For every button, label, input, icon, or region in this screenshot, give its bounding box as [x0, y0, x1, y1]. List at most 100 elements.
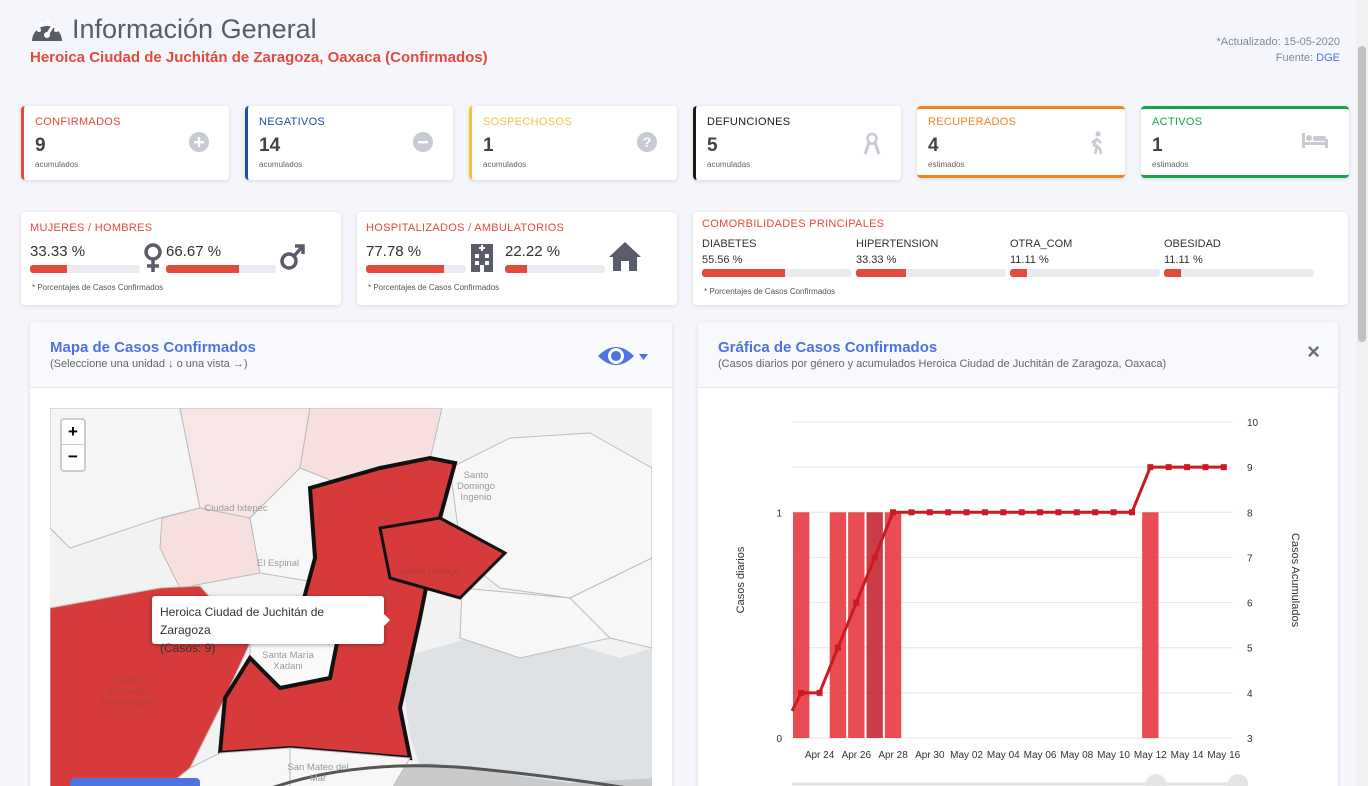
cumulative-cases-point: [816, 689, 823, 696]
cumulative-cases-point: [908, 509, 915, 516]
y2-axis-title: Casos Acumulados: [1289, 533, 1301, 628]
hospitalized-percent: 77.78 %: [366, 243, 422, 260]
cumulative-cases-point: [1202, 464, 1209, 471]
comorbidity-percent: 33.33 %: [856, 254, 897, 266]
stat-value: 4: [928, 135, 939, 156]
map-card-title: Mapa de Casos Confirmados: [50, 339, 256, 356]
cumulative-cases-point: [1220, 464, 1227, 471]
x-tick-label: May 08: [1060, 750, 1093, 761]
stat-card-defunciones[interactable]: DEFUNCIONES 5 acumuladas: [693, 106, 901, 180]
cumulative-cases-point: [798, 689, 805, 696]
stat-label: CONFIRMADOS: [35, 116, 121, 128]
comorbidity-bar: [1164, 269, 1314, 277]
x-tick-label: May 02: [950, 750, 983, 761]
comorbidity-bar: [702, 269, 852, 277]
x-tick-label: May 14: [1171, 750, 1204, 761]
stat-card-confirmados[interactable]: CONFIRMADOS 9 acumulados: [21, 106, 229, 180]
stat-label: DEFUNCIONES: [707, 116, 791, 128]
cumulative-cases-point: [1073, 509, 1080, 516]
house-icon: [609, 242, 641, 271]
gender-title: MUJERES / HOMBRES: [30, 222, 153, 234]
comorbidity-percent: 55.56 %: [702, 254, 743, 266]
right-tick-label: 4: [1247, 689, 1253, 700]
hospitalized-bar: [366, 265, 466, 273]
cumulative-cases-point: [1147, 464, 1154, 471]
cumulative-cases-point: [834, 644, 841, 651]
zoom-in-button[interactable]: +: [62, 420, 84, 445]
cumulative-cases-point: [1018, 509, 1025, 516]
comorbidity-percent: 11.11 %: [1010, 254, 1049, 266]
cumulative-cases-point: [1037, 509, 1044, 516]
stat-label: ACTIVOS: [1152, 116, 1203, 128]
women-bar: [30, 265, 140, 273]
x-tick-label: May 16: [1207, 750, 1240, 761]
walking-icon: [1089, 131, 1105, 160]
cumulative-cases-point: [1000, 509, 1007, 516]
map-label-san-mateo: San Mateo del Mar: [287, 762, 348, 784]
stat-unit: acumulados: [259, 160, 303, 169]
zoom-out-button[interactable]: −: [68, 447, 78, 466]
map-view[interactable]: Santo Domingo Ingenio Ciudad Ixtepec El Es…: [50, 408, 652, 786]
gender-panel: MUJERES / HOMBRES 33.33 % 66.67 % * Porc…: [21, 212, 341, 305]
male-icon: [280, 244, 305, 270]
cumulative-cases-point: [890, 509, 897, 516]
x-tick-label: May 10: [1097, 750, 1130, 761]
comorbidities-panel: COMORBILIDADES PRINCIPALES DIABETES 55.56…: [693, 212, 1348, 305]
source-label: Fuente:: [1275, 52, 1314, 64]
stat-label: NEGATIVOS: [259, 116, 326, 128]
comorbidities-title: COMORBILIDADES PRINCIPALES: [702, 218, 885, 230]
map-label-ixtepec: Ciudad Ixtepec: [204, 503, 268, 514]
stat-value: 5: [707, 135, 718, 156]
source-link[interactable]: DGE: [1316, 52, 1340, 64]
right-tick-label: 7: [1247, 553, 1253, 564]
stat-unit: estimados: [928, 160, 965, 169]
comorbidities-footnote: * Porcentajes de Casos Confirmados: [704, 287, 836, 296]
bed-icon: [1301, 131, 1329, 154]
page-scrollbar[interactable]: [1356, 0, 1368, 786]
caret-down-icon: [639, 354, 648, 360]
daily-cases-bar: [884, 512, 902, 738]
tooltip-cases: (Casos: 9): [160, 641, 216, 655]
comorbidity-percent: 11.11 %: [1164, 254, 1203, 266]
x-tick-label: Apr 24: [805, 750, 835, 761]
left-tick-label: 1: [776, 508, 782, 519]
scrollbar-thumb[interactable]: [1358, 46, 1366, 342]
close-button[interactable]: ×: [1307, 339, 1320, 364]
chart-card: Gráfica de Casos Confirmados (Casos diar…: [698, 322, 1338, 786]
minus-circle-icon: [413, 132, 433, 157]
eye-icon: [598, 347, 634, 365]
stat-card-negativos[interactable]: NEGATIVOS 14 acumulados: [245, 106, 453, 180]
comorbidity-label: HIPERTENSION: [856, 238, 939, 250]
chart-card-title: Gráfica de Casos Confirmados: [718, 339, 938, 356]
cumulative-cases-point: [1110, 509, 1117, 516]
x-tick-label: Apr 26: [842, 750, 872, 761]
hospital-icon: [471, 244, 493, 272]
chart-card-subtitle: (Casos diarios por género y acumulados H…: [718, 358, 1167, 370]
right-tick-label: 5: [1247, 644, 1253, 655]
cumulative-cases-point: [1128, 509, 1135, 516]
cumulative-cases-point: [853, 599, 860, 606]
map-legend-tab[interactable]: [70, 778, 200, 786]
stat-card-sospechosos[interactable]: SOSPECHOSOS 1 acumulados?: [469, 106, 677, 180]
map-label-union-hidalgo: Unión Hidalgo: [400, 566, 460, 577]
zoom-control: + −: [60, 418, 86, 472]
daily-cases-bar: [793, 512, 810, 738]
x-tick-label: Apr 28: [878, 750, 908, 761]
cumulative-cases-point: [981, 509, 988, 516]
cumulative-cases-point: [963, 509, 970, 516]
x-tick-label: May 12: [1134, 750, 1167, 761]
stat-value: 14: [259, 135, 281, 156]
chart-card-header: Gráfica de Casos Confirmados (Casos diar…: [698, 322, 1338, 388]
dashboard-gauge-icon: [32, 19, 62, 41]
hospital-title: HOSPITALIZADOS / AMBULATORIOS: [366, 222, 565, 234]
stat-unit: acumuladas: [707, 160, 751, 169]
comorbidity-label: OBESIDAD: [1164, 238, 1221, 250]
view-dropdown[interactable]: [597, 342, 649, 370]
tooltip-municipality: Heroica Ciudad de Juchitán de Zaragoza: [160, 605, 325, 637]
stat-unit: estimados: [1152, 160, 1189, 169]
comorbidity-label: OTRA_COM: [1010, 238, 1073, 250]
stat-card-recuperados[interactable]: RECUPERADOS 4 estimados: [917, 106, 1125, 178]
right-tick-label: 9: [1247, 463, 1253, 474]
stat-card-activos[interactable]: ACTIVOS 1 estimados: [1141, 106, 1349, 178]
cumulative-cases-point: [1165, 464, 1172, 471]
